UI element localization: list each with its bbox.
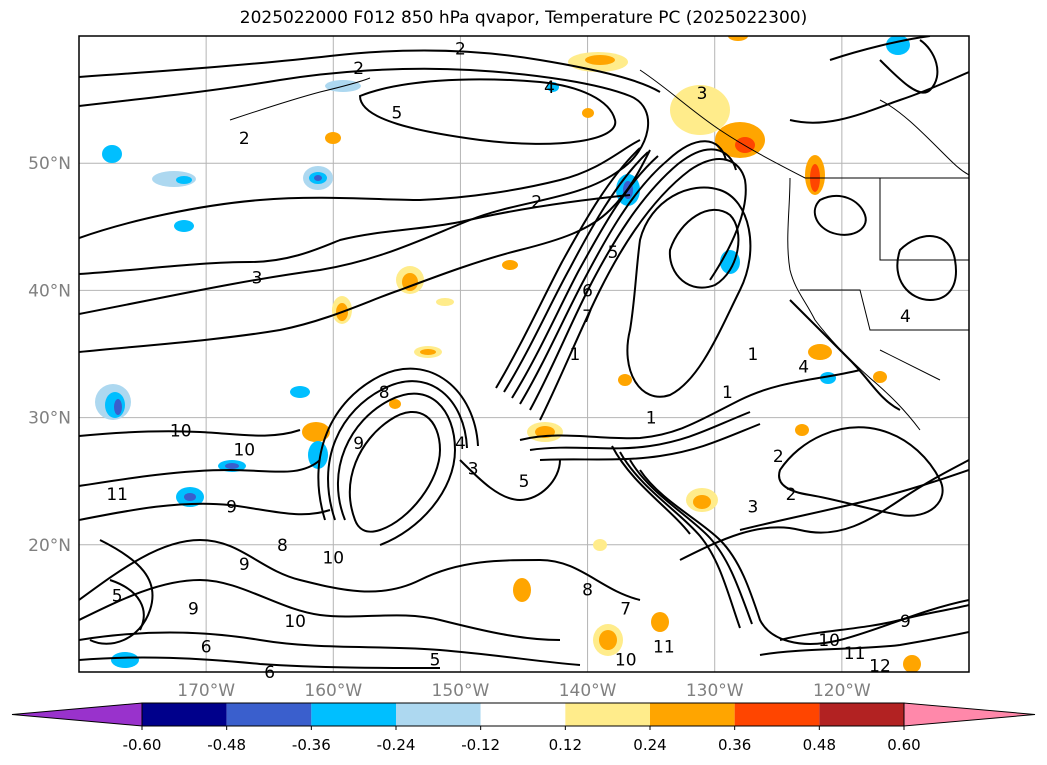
colorbar-swatch bbox=[142, 703, 227, 726]
colorbar-swatch bbox=[650, 703, 735, 726]
contour-label: 1 bbox=[646, 409, 657, 429]
contour-label: 2 bbox=[531, 192, 542, 212]
coastlines bbox=[229, 69, 969, 431]
colorbar-tick-label: -0.48 bbox=[207, 736, 246, 754]
contour-label: 3 bbox=[252, 269, 263, 289]
contour-label: 10 bbox=[233, 440, 255, 460]
contour-label: 2 bbox=[353, 59, 364, 79]
contour-label: 10 bbox=[170, 421, 192, 441]
contour-label: 10 bbox=[615, 650, 637, 670]
colorbar-tick-label: 0.48 bbox=[803, 736, 836, 754]
contour-label: 10 bbox=[818, 631, 840, 651]
colorbar-swatch bbox=[480, 703, 566, 726]
contour-label: 10 bbox=[284, 612, 306, 632]
longitude-tick-label: 150°W bbox=[432, 681, 490, 701]
contour-label: 5 bbox=[430, 650, 441, 670]
colorbar-extend-high bbox=[903, 702, 1036, 727]
contour-label: 6 bbox=[201, 638, 212, 658]
colorbar-tick-label: 0.12 bbox=[549, 736, 582, 754]
colorbar-swatch bbox=[565, 703, 650, 726]
contour-label: 9 bbox=[188, 599, 199, 619]
contour-label: 1 bbox=[722, 383, 733, 403]
contour-label: 5 bbox=[519, 472, 530, 492]
contour-label: 8 bbox=[582, 580, 593, 600]
contour-label: 11 bbox=[106, 485, 128, 505]
longitude-tick-label: 120°W bbox=[813, 681, 871, 701]
contour-label: 5 bbox=[112, 587, 123, 607]
contour-label: 10 bbox=[322, 549, 344, 569]
latitude-tick-label: 50°N bbox=[28, 154, 71, 174]
contour-label: 6 bbox=[264, 663, 275, 683]
colorbar-swatch bbox=[311, 703, 396, 726]
colorbar: -0.60 -0.48 -0.36 -0.24 -0.12 0.12 0.24 0.36 0.4… bbox=[11, 702, 1036, 754]
contour-label: 6 bbox=[582, 281, 593, 301]
contour-label: 5 bbox=[391, 103, 402, 123]
latitude-tick-label: 40°N bbox=[28, 281, 71, 301]
colorbar-swatch bbox=[226, 703, 312, 726]
map-layer bbox=[79, 36, 969, 672]
contour-label: 2 bbox=[786, 485, 797, 505]
colorbar-tick-label: 0.36 bbox=[718, 736, 751, 754]
contour-label: 4 bbox=[455, 434, 466, 454]
contour-lines bbox=[79, 36, 969, 669]
contour-label: 1 bbox=[747, 345, 758, 365]
contour-label: 2 bbox=[773, 447, 784, 467]
contour-label: 7 bbox=[620, 599, 631, 619]
contour-label: 4 bbox=[900, 307, 911, 327]
contour-label: 3 bbox=[747, 498, 758, 518]
longitude-tick-label: 130°W bbox=[686, 681, 744, 701]
contour-label: 9 bbox=[239, 555, 250, 575]
contour-label: 12 bbox=[869, 657, 891, 677]
contour-label: 2 bbox=[455, 40, 466, 60]
colorbar-swatch bbox=[819, 703, 904, 726]
longitude-tick-label: 140°W bbox=[559, 681, 617, 701]
contour-label: 9 bbox=[226, 498, 237, 518]
colorbar-tick-label: -0.36 bbox=[292, 736, 331, 754]
colorbar-tick-label: 0.60 bbox=[887, 736, 920, 754]
contour-label: 4 bbox=[798, 358, 809, 378]
latitude-tick-label: 20°N bbox=[28, 536, 71, 556]
contour-label: 8 bbox=[277, 536, 288, 556]
contour-label: 9 bbox=[900, 612, 911, 632]
colorbar-extend-low bbox=[11, 702, 143, 727]
page-title: 2025022000 F012 850 hPa qvapor, Temperat… bbox=[239, 8, 808, 28]
plot-area bbox=[79, 36, 969, 672]
contour-label: 8 bbox=[379, 383, 390, 403]
contour-label: 7 bbox=[582, 307, 593, 327]
longitude-labels: 170°W 160°W 150°W 140°W 130°W 120°W bbox=[177, 681, 871, 701]
contour-label: 1 bbox=[569, 345, 580, 365]
colorbar-tick-label: -0.12 bbox=[461, 736, 500, 754]
contour-label: 9 bbox=[353, 434, 364, 454]
contour-label: 11 bbox=[844, 644, 866, 664]
latitude-labels: 50°N 40°N 30°N 20°N bbox=[28, 154, 71, 556]
colorbar-swatch bbox=[396, 703, 481, 726]
colorbar-tick-label: -0.60 bbox=[123, 736, 162, 754]
colorbar-tick-label: 0.24 bbox=[633, 736, 666, 754]
contour-label: 4 bbox=[544, 78, 555, 98]
longitude-tick-label: 170°W bbox=[177, 681, 235, 701]
longitude-tick-label: 160°W bbox=[304, 681, 362, 701]
latitude-tick-label: 30°N bbox=[28, 409, 71, 429]
contour-label: 3 bbox=[468, 459, 479, 479]
colorbar-tick-label: -0.24 bbox=[377, 736, 416, 754]
colorbar-outline bbox=[141, 702, 905, 727]
contour-label: 5 bbox=[608, 243, 619, 263]
contour-label: 11 bbox=[653, 638, 675, 658]
colorbar-swatch bbox=[734, 703, 820, 726]
contour-label: 2 bbox=[239, 129, 250, 149]
plot-frame bbox=[78, 35, 970, 673]
contour-label: 3 bbox=[697, 84, 708, 104]
